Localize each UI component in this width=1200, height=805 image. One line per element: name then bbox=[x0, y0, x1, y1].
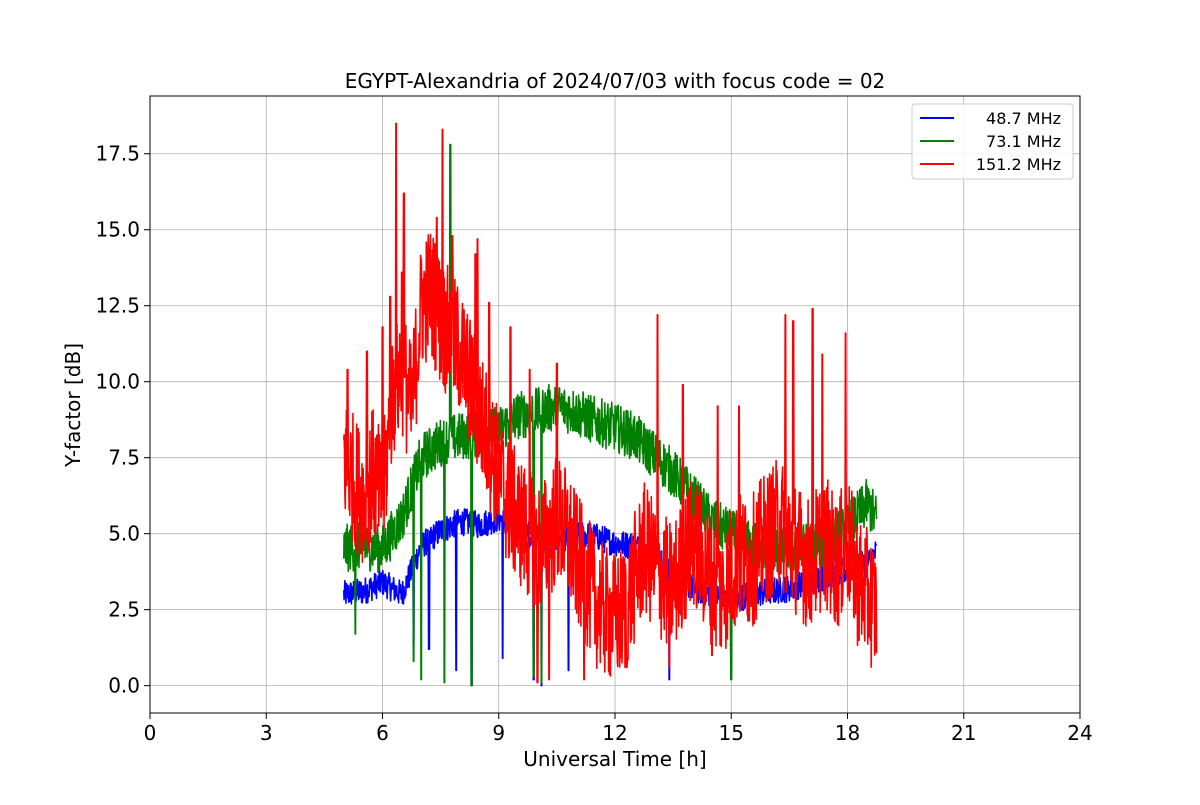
y-tick-label: 12.5 bbox=[95, 294, 140, 318]
x-tick-label: 15 bbox=[719, 721, 744, 745]
y-tick-label: 17.5 bbox=[95, 142, 140, 166]
x-axis-label: Universal Time [h] bbox=[523, 747, 706, 771]
x-tick-label: 12 bbox=[602, 721, 627, 745]
y-axis-ticks: 0.0 2.5 5.0 7.5 10.0 12.5 15.0 17.5 bbox=[95, 142, 150, 698]
legend-label: 48.7 MHz bbox=[986, 109, 1061, 128]
y-axis-label: Y-factor [dB] bbox=[61, 343, 85, 468]
x-tick-label: 18 bbox=[835, 721, 860, 745]
series-line-48-7-mhz bbox=[343, 505, 878, 687]
x-tick-label: 6 bbox=[376, 721, 389, 745]
x-tick-label: 21 bbox=[951, 721, 976, 745]
x-tick-label: 0 bbox=[144, 721, 157, 745]
y-tick-label: 5.0 bbox=[108, 522, 140, 546]
legend-label: 73.1 MHz bbox=[986, 132, 1061, 151]
y-tick-label: 7.5 bbox=[108, 446, 140, 470]
chart-title: EGYPT-Alexandria of 2024/07/03 with focu… bbox=[345, 69, 886, 93]
x-axis-ticks: 0 3 6 9 12 15 18 21 24 bbox=[144, 713, 1093, 745]
legend-label: 151.2 MHz bbox=[976, 155, 1061, 174]
y-tick-label: 0.0 bbox=[108, 674, 140, 698]
grid-lines bbox=[149, 96, 1081, 713]
x-tick-label: 9 bbox=[492, 721, 505, 745]
y-tick-label: 2.5 bbox=[108, 598, 140, 622]
y-tick-label: 15.0 bbox=[95, 218, 140, 242]
legend: 48.7 MHz 73.1 MHz 151.2 MHz bbox=[911, 103, 1074, 180]
x-tick-label: 3 bbox=[260, 721, 273, 745]
plot-area bbox=[343, 122, 878, 687]
legend-box bbox=[911, 103, 1074, 180]
x-tick-label: 24 bbox=[1067, 721, 1092, 745]
y-tick-label: 10.0 bbox=[95, 370, 140, 394]
series-line-151-2-mhz bbox=[343, 122, 878, 684]
